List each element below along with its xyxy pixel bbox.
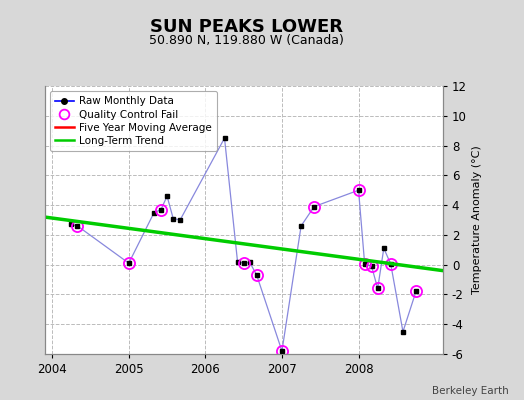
Y-axis label: Temperature Anomaly (°C): Temperature Anomaly (°C) (472, 146, 483, 294)
Text: SUN PEAKS LOWER: SUN PEAKS LOWER (150, 18, 343, 36)
Text: 50.890 N, 119.880 W (Canada): 50.890 N, 119.880 W (Canada) (149, 34, 344, 47)
Legend: Raw Monthly Data, Quality Control Fail, Five Year Moving Average, Long-Term Tren: Raw Monthly Data, Quality Control Fail, … (50, 91, 217, 151)
Text: Berkeley Earth: Berkeley Earth (432, 386, 508, 396)
